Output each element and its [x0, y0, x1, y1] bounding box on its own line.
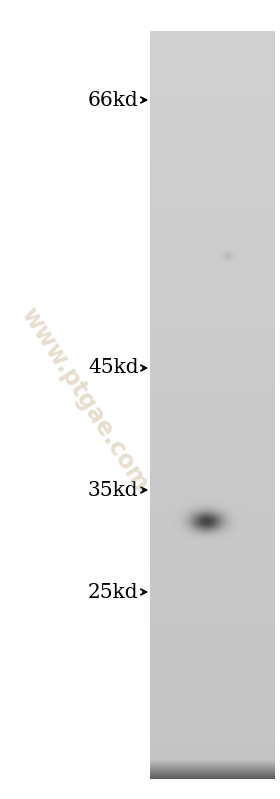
Text: 35kd: 35kd: [88, 480, 139, 499]
Text: 66kd: 66kd: [88, 90, 139, 109]
Text: 25kd: 25kd: [88, 582, 139, 602]
Text: 45kd: 45kd: [88, 359, 139, 377]
Text: www.ptgae.com: www.ptgae.com: [16, 304, 152, 495]
